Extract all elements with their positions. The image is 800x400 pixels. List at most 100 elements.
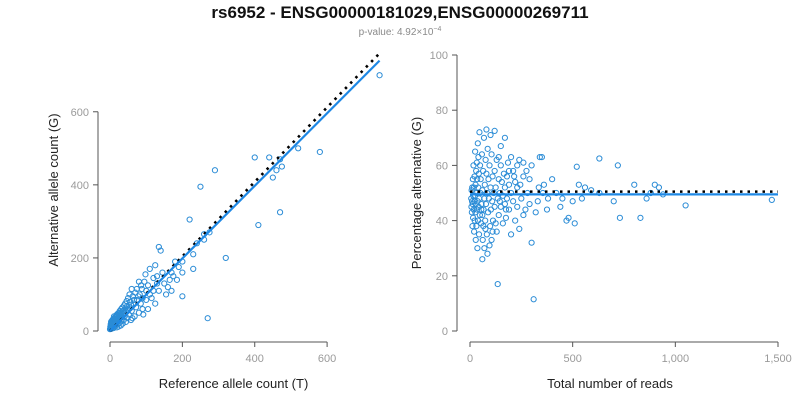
data-point — [483, 231, 490, 238]
data-point — [186, 216, 193, 223]
data-point — [266, 154, 273, 161]
data-point — [496, 198, 503, 205]
data-point — [142, 271, 149, 278]
data-point — [507, 231, 515, 238]
data-point — [491, 167, 498, 175]
data-point — [528, 162, 535, 169]
data-point — [514, 203, 521, 210]
data-point — [549, 176, 556, 183]
data-point — [540, 181, 548, 188]
x-tick-label: 0 — [107, 353, 113, 365]
data-point — [157, 247, 164, 254]
data-point — [144, 305, 152, 313]
data-point — [517, 181, 524, 188]
data-point — [473, 167, 480, 175]
data-point — [523, 167, 530, 175]
data-point — [478, 151, 486, 158]
y-tick-label: 0 — [83, 326, 89, 338]
data-point — [170, 273, 177, 280]
data-point — [251, 154, 258, 161]
data-point — [470, 162, 477, 169]
data-point — [643, 195, 650, 202]
data-point — [148, 295, 155, 302]
x-tick-label: 500 — [563, 353, 581, 365]
data-point — [126, 291, 133, 298]
data-point — [485, 176, 492, 183]
data-point — [528, 239, 535, 246]
data-point — [152, 262, 159, 269]
data-point — [197, 183, 204, 190]
data-point — [493, 228, 500, 235]
data-point — [512, 217, 519, 224]
data-point — [505, 181, 513, 188]
data-point — [511, 173, 518, 180]
data-point — [637, 214, 644, 221]
data-point — [532, 209, 539, 216]
data-point — [376, 72, 383, 79]
x-tick-label: 0 — [467, 353, 473, 365]
data-point — [472, 148, 479, 155]
data-point — [507, 189, 515, 197]
data-point — [175, 263, 182, 271]
data-point — [487, 184, 494, 191]
data-point — [480, 206, 487, 213]
data-point — [499, 220, 506, 227]
data-point — [479, 236, 486, 244]
data-point — [476, 129, 483, 136]
data-point — [161, 280, 168, 287]
data-point — [489, 228, 496, 235]
data-point — [482, 217, 489, 224]
data-point — [276, 209, 284, 216]
data-point — [488, 151, 495, 158]
x-tick-label: 600 — [318, 353, 336, 365]
data-point — [484, 145, 491, 152]
data-point — [179, 293, 186, 300]
x-axis-label: Total number of reads — [547, 376, 673, 391]
data-point — [179, 269, 186, 276]
data-point — [278, 163, 285, 170]
data-point — [469, 176, 476, 183]
data-point — [474, 140, 481, 147]
data-point — [190, 251, 197, 258]
data-point — [484, 250, 491, 257]
data-point — [484, 209, 492, 216]
data-point — [534, 198, 541, 205]
data-point — [501, 134, 509, 141]
data-point — [503, 195, 511, 202]
data-point — [520, 173, 527, 180]
data-point — [557, 203, 564, 210]
data-point — [476, 162, 484, 169]
data-point — [495, 154, 502, 161]
data-point — [485, 195, 492, 202]
data-point — [155, 287, 162, 294]
x-tick-label: 400 — [246, 353, 264, 365]
data-point — [492, 220, 499, 227]
data-point — [480, 134, 488, 141]
data-point — [152, 300, 159, 307]
data-point — [118, 305, 125, 313]
y-tick-label: 60 — [436, 160, 448, 172]
data-point — [614, 162, 621, 169]
data-point — [477, 176, 484, 183]
y-tick-label: 40 — [436, 216, 448, 228]
chart-subtitle: p-value: 4.92×10−4 — [359, 26, 442, 38]
data-point — [273, 167, 280, 174]
chart-title: rs6952 - ENSG00000181029,ENSG00000269711 — [211, 3, 588, 22]
data-point — [481, 181, 488, 188]
data-point — [524, 189, 531, 197]
x-tick-label: 200 — [173, 353, 191, 365]
data-point — [472, 236, 479, 244]
data-point — [127, 301, 135, 308]
data-point — [495, 176, 502, 183]
data-point — [482, 200, 490, 208]
data-point — [500, 170, 507, 177]
data-point — [474, 217, 482, 224]
data-point — [143, 296, 150, 304]
data-point — [504, 159, 512, 166]
data-point — [480, 167, 487, 175]
data-point — [512, 178, 519, 186]
y-tick-label: 600 — [71, 107, 89, 119]
data-point — [487, 131, 494, 139]
data-point — [468, 203, 475, 210]
